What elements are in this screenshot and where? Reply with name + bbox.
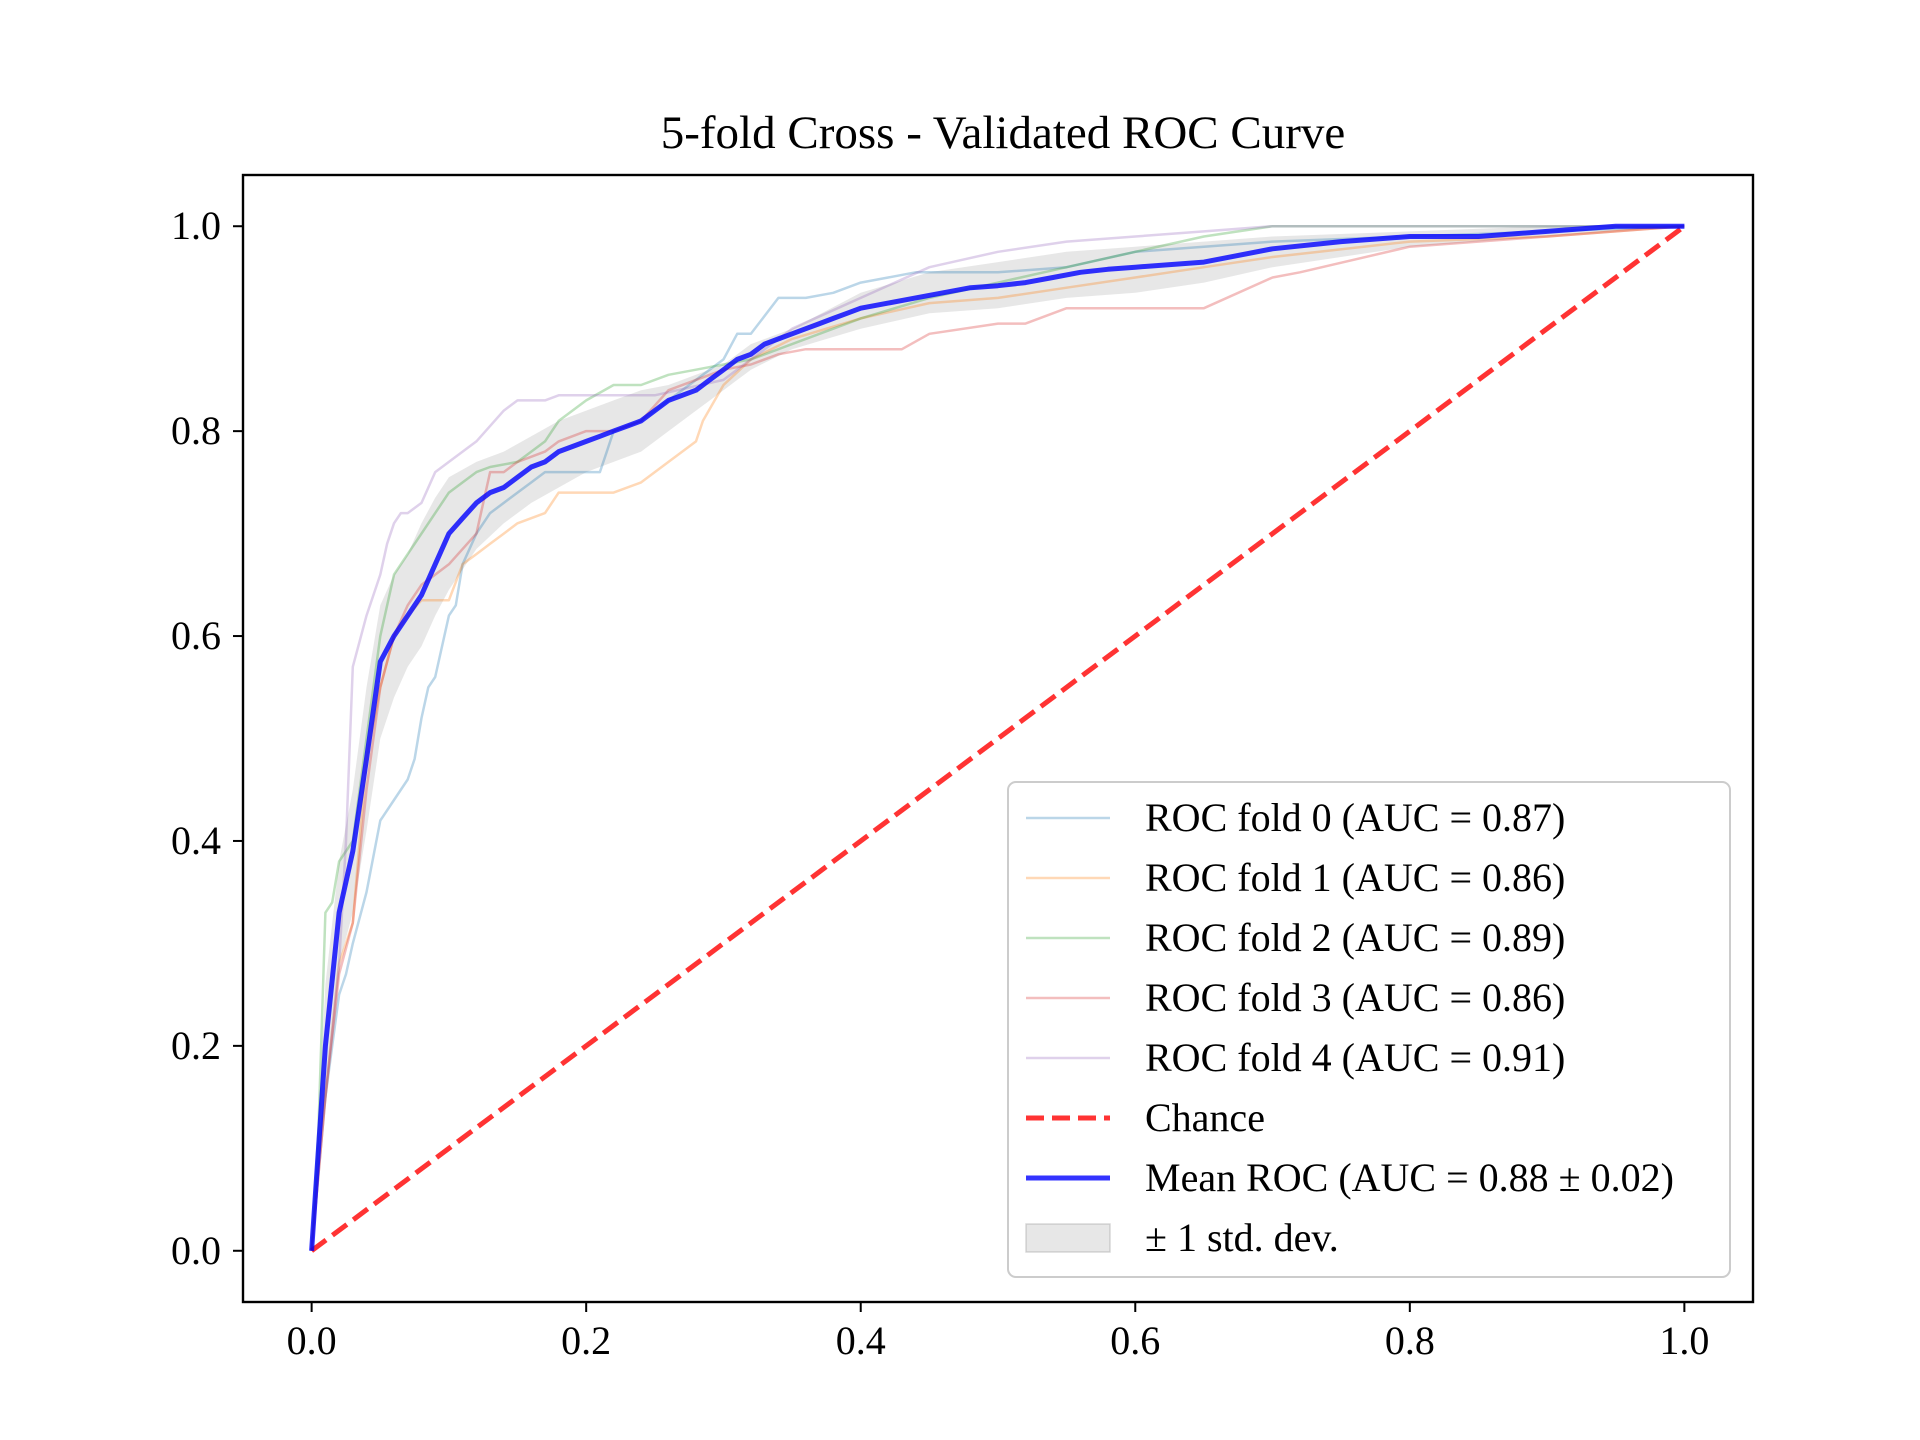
x-tick-label: 0.2 [561, 1318, 611, 1363]
legend-label: ROC fold 0 (AUC = 0.87) [1145, 795, 1565, 840]
legend-label: ROC fold 4 (AUC = 0.91) [1145, 1035, 1565, 1080]
legend-label: ± 1 std. dev. [1145, 1215, 1339, 1260]
plot-frame [241, 173, 1755, 1304]
x-tick-label: 0.6 [1110, 1318, 1160, 1363]
legend-box [1007, 781, 1731, 1278]
mean-roc-layer [309, 223, 1685, 1251]
x-tick-label: 0.4 [836, 1318, 886, 1363]
y-axis: 0.0 0.2 0.4 0.6 0.8 1.0 [171, 203, 243, 1273]
x-tick-label: 0.8 [1385, 1318, 1435, 1363]
legend-label: ROC fold 2 (AUC = 0.89) [1145, 915, 1565, 960]
legend-label: Chance [1145, 1095, 1265, 1140]
x-tick-label: 0.0 [287, 1318, 337, 1363]
legend-label: Mean ROC (AUC = 0.88 ± 0.02) [1145, 1155, 1674, 1200]
y-tick-label: 0.6 [171, 613, 221, 658]
chart-title: 5-fold Cross - Validated ROC Curve [661, 107, 1345, 159]
y-tick-label: 0.0 [171, 1228, 221, 1273]
y-tick-label: 0.8 [171, 408, 221, 453]
legend: ROC fold 0 (AUC = 0.87) ROC fold 1 (AUC =… [1007, 781, 1731, 1278]
y-tick-label: 0.2 [171, 1023, 221, 1068]
legend-label: ROC fold 1 (AUC = 0.86) [1145, 855, 1565, 900]
roc-fold-0-line [310, 224, 1685, 1251]
x-axis: 0.0 0.2 0.4 0.6 0.8 1.0 [287, 1302, 1709, 1363]
roc-fold-4-line [310, 224, 1685, 1251]
y-tick-label: 1.0 [171, 203, 221, 248]
mean-roc-line [309, 223, 1685, 1251]
x-tick-label: 1.0 [1659, 1318, 1709, 1363]
legend-swatch-band [1025, 1223, 1111, 1253]
legend-label: ROC fold 3 (AUC = 0.86) [1145, 975, 1565, 1020]
roc-fold-2-line [310, 224, 1685, 1251]
y-tick-label: 0.4 [171, 818, 221, 863]
